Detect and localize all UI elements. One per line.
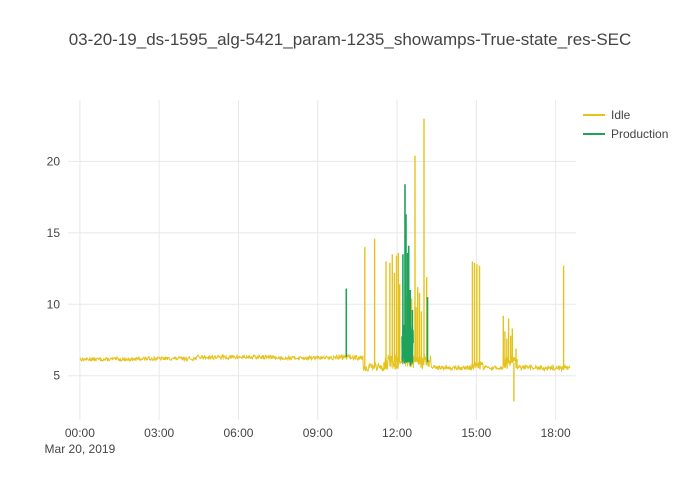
x-tick-label: 09:00 bbox=[303, 426, 333, 440]
legend-swatch-production bbox=[583, 132, 605, 135]
x-tick-label: 12:00 bbox=[382, 426, 412, 440]
y-tick-label: 5 bbox=[53, 369, 60, 383]
legend-swatch-idle bbox=[583, 113, 605, 116]
legend-item-idle[interactable]: Idle bbox=[583, 105, 668, 124]
legend-label-production: Production bbox=[611, 126, 669, 141]
x-tick-label: 18:00 bbox=[541, 426, 571, 440]
x-tick-label: 03:00 bbox=[144, 426, 174, 440]
legend-label-idle: Idle bbox=[611, 107, 631, 122]
x-tick-label: 00:00 bbox=[65, 426, 95, 440]
y-tick-label: 15 bbox=[47, 226, 61, 240]
x-tick-label: 15:00 bbox=[461, 426, 491, 440]
legend-item-production[interactable]: Production bbox=[583, 124, 668, 143]
y-tick-label: 10 bbox=[47, 297, 61, 311]
x-axis-date-label: Mar 20, 2019 bbox=[45, 442, 116, 456]
chart-title: 03-20-19_ds-1595_alg-5421_param-1235_sho… bbox=[68, 30, 632, 49]
x-tick-label: 06:00 bbox=[223, 426, 253, 440]
legend: Idle Production bbox=[583, 105, 668, 143]
series-idle-line bbox=[79, 353, 571, 373]
y-tick-label: 20 bbox=[47, 154, 61, 168]
